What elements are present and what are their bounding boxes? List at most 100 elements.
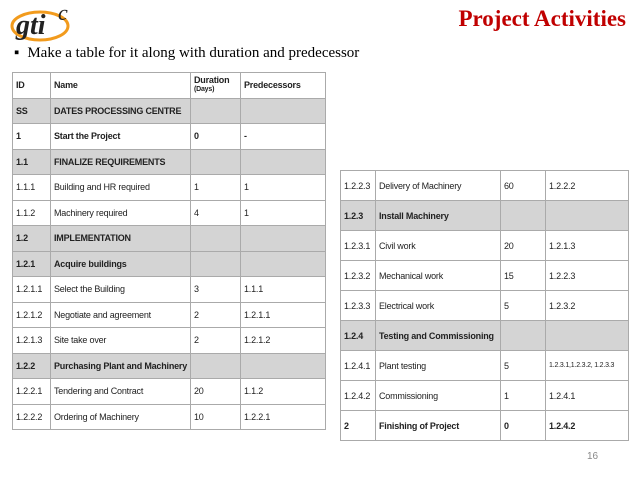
table-cell: Mechanical work xyxy=(375,260,501,291)
table-cell: Acquire buildings xyxy=(50,250,191,277)
table-cell: 15 xyxy=(500,260,546,291)
table-left: ID Name Duration (Days) Predecessors SS DATES … xyxy=(12,72,326,430)
table-cell xyxy=(240,250,326,277)
table-cell: 1.2.3.1 xyxy=(340,230,376,261)
table-row: 1.2.3.1 Civil work 20 1.2.1.3 xyxy=(340,230,629,261)
table-row: 1.2.4.1 Plant testing 5 1.2.3.1,1.2.3.2, 1.… xyxy=(340,350,629,381)
table-row: 1.2.1.2 Negotiate and agreement 2 1.2.1.1 xyxy=(12,301,326,328)
title: Project Activities xyxy=(458,6,626,31)
table-cell: 20 xyxy=(500,230,546,261)
table-cell xyxy=(240,148,326,175)
table-cell: 1.2.1.3 xyxy=(12,327,51,354)
table-cell: 1.2.1 xyxy=(12,250,51,277)
table-row: 1.2.3.2 Mechanical work 15 1.2.2.3 xyxy=(340,260,629,291)
table-cell: IMPLEMENTATION xyxy=(50,225,191,252)
logo-mark: c xyxy=(58,2,68,25)
table-cell: 60 xyxy=(500,170,546,201)
table-cell: Civil work xyxy=(375,230,501,261)
table-cell xyxy=(500,200,546,231)
table-cell: Testing and Commissioning xyxy=(375,320,501,351)
table-cell: 1.2.2.3 xyxy=(545,260,629,291)
table-cell: Start the Project xyxy=(50,123,191,150)
table-cell: Plant testing xyxy=(375,350,501,381)
table-cell: 10 xyxy=(190,403,241,430)
table-cell: 1.2.3.3 xyxy=(340,290,376,321)
table-cell xyxy=(190,225,241,252)
table-row: 1.2.4.2 Commissioning 1 1.2.4.1 xyxy=(340,380,629,411)
table-cell: Commissioning xyxy=(375,380,501,411)
table-cell xyxy=(240,352,326,379)
table-row: 1.2.4 Testing and Commissioning xyxy=(340,320,629,351)
table-cell: 0 xyxy=(190,123,241,150)
page-number: 16 xyxy=(587,451,599,462)
table-cell: 1.2.1.1 xyxy=(240,301,326,328)
table-cell: 1 xyxy=(500,380,546,411)
table-row: 1.2.2.2 Ordering of Machinery 10 1.2.2.1 xyxy=(12,403,326,430)
table-row: 1.2.2.1 Tendering and Contract 20 1.1.2 xyxy=(12,378,326,405)
bullet: Make a table for it along with duration … xyxy=(14,45,359,62)
table-cell: 1.2.2.2 xyxy=(545,170,629,201)
table-row: 1.2.2.3 Delivery of Machinery 60 1.2.2.2 xyxy=(340,170,629,201)
table-row: 1.2.2 Purchasing Plant and Machinery xyxy=(12,352,326,379)
table-cell: 1.2.2.3 xyxy=(340,170,376,201)
table-cell: 3 xyxy=(190,276,241,303)
table-cell: 0 xyxy=(500,410,546,441)
table-row: 2 Finishing of Project 0 1.2.4.2 xyxy=(340,410,629,441)
header-cell: Duration (Days) xyxy=(190,72,241,99)
table-cell xyxy=(500,320,546,351)
table-cell: Machinery required xyxy=(50,199,191,226)
table-cell: Ordering of Machinery xyxy=(50,403,191,430)
table-cell: Select the Building xyxy=(50,276,191,303)
table-cell xyxy=(545,200,629,231)
table-cell xyxy=(240,97,326,124)
table-cell: 1 xyxy=(12,123,51,150)
logo-text: gti xyxy=(15,10,46,41)
table-row: 1.2.1.3 Site take over 2 1.2.1.2 xyxy=(12,327,326,354)
table-row: 1.2.1 Acquire buildings xyxy=(12,250,326,277)
table-cell: FINALIZE REQUIREMENTS xyxy=(50,148,191,175)
table-row: SS DATES PROCESSING CENTRE xyxy=(12,97,326,124)
table-cell: Negotiate and agreement xyxy=(50,301,191,328)
table-cell: 20 xyxy=(190,378,241,405)
table-cell: 5 xyxy=(500,350,546,381)
table-cell: Tendering and Contract xyxy=(50,378,191,405)
table-row: 1.2 IMPLEMENTATION xyxy=(12,225,326,252)
table-cell xyxy=(240,225,326,252)
table-cell: - xyxy=(240,123,326,150)
table-cell: Electrical work xyxy=(375,290,501,321)
table-cell: Finishing of Project xyxy=(375,410,501,441)
table-cell: 1.2.3.2 xyxy=(545,290,629,321)
header-cell: ID xyxy=(12,72,51,99)
table-cell: 2 xyxy=(190,327,241,354)
table-cell: 1.2.4 xyxy=(340,320,376,351)
table-row: 1.1 FINALIZE REQUIREMENTS xyxy=(12,148,326,175)
logo-swoosh xyxy=(10,10,70,42)
table-cell: 1.2 xyxy=(12,225,51,252)
table-cell: SS xyxy=(12,97,51,124)
table-cell: 1.1.2 xyxy=(240,378,326,405)
header-text: (Days) xyxy=(194,86,215,94)
table-cell: 1 xyxy=(240,199,326,226)
table-row: 1 Start the Project 0- xyxy=(12,123,326,150)
table-cell: 4 xyxy=(190,199,241,226)
table-cell: 2 xyxy=(340,410,376,441)
table-cell: 1.2.1.1 xyxy=(12,276,51,303)
table-cell xyxy=(190,148,241,175)
table-cell: 1.1.2 xyxy=(12,199,51,226)
table-cell: Install Machinery xyxy=(375,200,501,231)
table-cell xyxy=(190,97,241,124)
table-cell: 1.2.4.2 xyxy=(545,410,629,441)
header-row: ID Name Duration (Days) Predecessors xyxy=(12,72,326,99)
table-cell xyxy=(190,352,241,379)
table-cell: 1.2.3.1,1.2.3.2, 1.2.3.3 xyxy=(545,350,629,381)
table-cell: Purchasing Plant and Machinery xyxy=(50,352,191,379)
table-cell: 1.2.4.1 xyxy=(545,380,629,411)
table-cell xyxy=(545,320,629,351)
table-row: 1.2.1.1 Select the Building 3 1.1.1 xyxy=(12,276,326,303)
table-cell: 1.2.4.2 xyxy=(340,380,376,411)
table-right: 1.2.2.3 Delivery of Machinery 60 1.2.2.2 1.2… xyxy=(340,170,629,441)
table-cell: 1 xyxy=(190,174,241,201)
table-cell: 1.1.1 xyxy=(240,276,326,303)
table-cell: Delivery of Machinery xyxy=(375,170,501,201)
